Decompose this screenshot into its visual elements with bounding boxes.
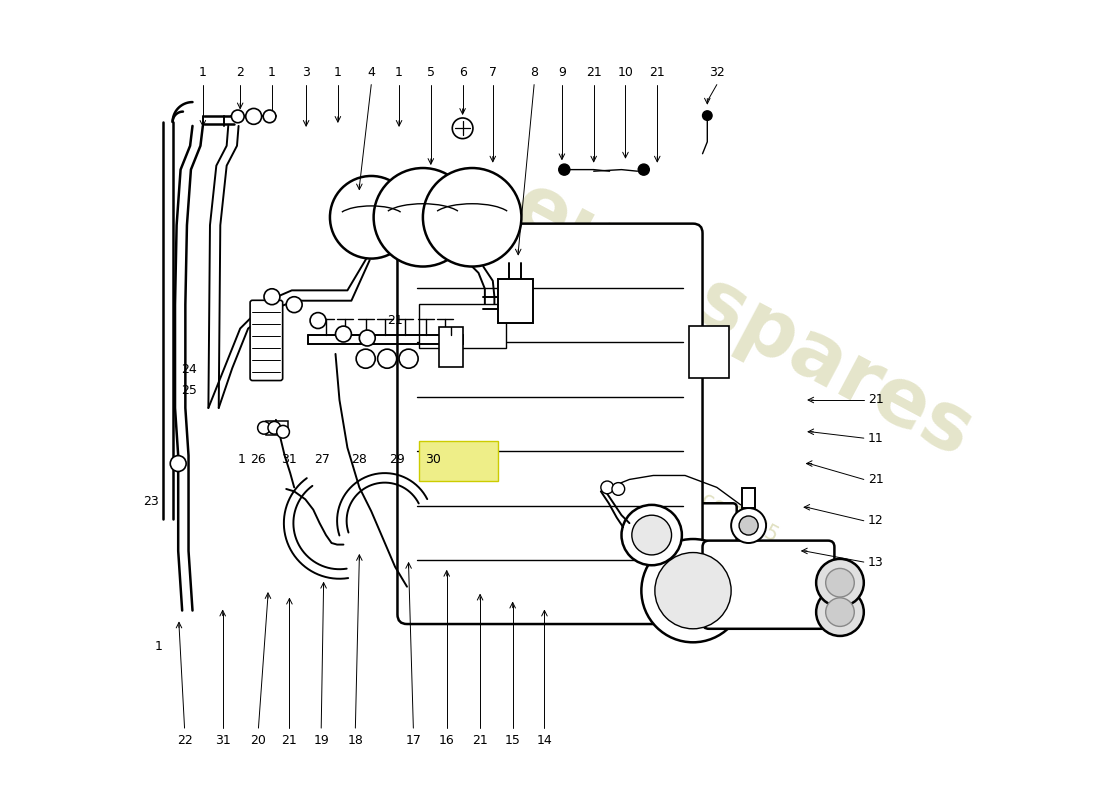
Circle shape bbox=[452, 118, 473, 138]
Text: 7: 7 bbox=[488, 66, 497, 79]
Circle shape bbox=[631, 515, 671, 555]
Text: 16: 16 bbox=[439, 734, 454, 746]
Text: 10: 10 bbox=[617, 66, 634, 79]
Circle shape bbox=[360, 330, 375, 346]
Circle shape bbox=[816, 559, 864, 606]
Text: 2: 2 bbox=[236, 66, 244, 79]
Text: 5: 5 bbox=[427, 66, 434, 79]
FancyBboxPatch shape bbox=[703, 541, 835, 629]
Text: 30: 30 bbox=[426, 453, 441, 466]
Text: 24: 24 bbox=[182, 363, 197, 376]
Circle shape bbox=[374, 168, 472, 266]
Circle shape bbox=[356, 349, 375, 368]
Circle shape bbox=[257, 422, 271, 434]
Bar bbox=[419, 304, 506, 347]
Text: a passion for parts since 1985: a passion for parts since 1985 bbox=[494, 381, 781, 546]
Circle shape bbox=[601, 481, 614, 494]
Text: 17: 17 bbox=[406, 734, 421, 746]
Circle shape bbox=[732, 508, 766, 543]
Text: 9: 9 bbox=[558, 66, 565, 79]
Text: 12: 12 bbox=[868, 514, 883, 527]
Text: eurospares: eurospares bbox=[499, 166, 986, 474]
Text: 1: 1 bbox=[199, 66, 207, 79]
Text: 21: 21 bbox=[649, 66, 666, 79]
Circle shape bbox=[263, 110, 276, 122]
Text: 4: 4 bbox=[367, 66, 375, 79]
Circle shape bbox=[559, 164, 570, 175]
Text: 1: 1 bbox=[238, 453, 245, 466]
Circle shape bbox=[231, 110, 244, 122]
FancyBboxPatch shape bbox=[649, 503, 737, 571]
Text: 11: 11 bbox=[868, 432, 883, 445]
Text: 21: 21 bbox=[472, 734, 488, 746]
Text: 3: 3 bbox=[302, 66, 310, 79]
Text: 19: 19 bbox=[314, 734, 329, 746]
Text: 31: 31 bbox=[214, 734, 231, 746]
Circle shape bbox=[245, 109, 262, 124]
Circle shape bbox=[264, 289, 279, 305]
Circle shape bbox=[826, 569, 855, 597]
Circle shape bbox=[268, 422, 280, 434]
Circle shape bbox=[377, 349, 397, 368]
Bar bbox=[689, 326, 728, 378]
Text: 31: 31 bbox=[282, 453, 297, 466]
Bar bbox=[265, 421, 288, 435]
FancyBboxPatch shape bbox=[250, 300, 283, 381]
Text: 6: 6 bbox=[459, 66, 466, 79]
Text: 27: 27 bbox=[315, 453, 330, 466]
Text: 1: 1 bbox=[268, 66, 276, 79]
Circle shape bbox=[816, 588, 864, 636]
Circle shape bbox=[621, 505, 682, 566]
Circle shape bbox=[330, 176, 412, 258]
Text: 1: 1 bbox=[154, 640, 163, 653]
Text: 15: 15 bbox=[505, 734, 520, 746]
Text: 21: 21 bbox=[868, 394, 883, 406]
Text: 21: 21 bbox=[868, 473, 883, 486]
Text: 18: 18 bbox=[348, 734, 363, 746]
Text: 21: 21 bbox=[387, 314, 403, 327]
Bar bbox=[419, 442, 498, 481]
Circle shape bbox=[277, 426, 289, 438]
Text: 20: 20 bbox=[251, 734, 266, 746]
Text: 1: 1 bbox=[334, 66, 342, 79]
Text: 28: 28 bbox=[351, 453, 367, 466]
Text: 29: 29 bbox=[388, 453, 405, 466]
Circle shape bbox=[703, 111, 712, 120]
Circle shape bbox=[826, 598, 855, 626]
Text: 32: 32 bbox=[710, 66, 725, 79]
Bar bbox=[439, 327, 463, 366]
Circle shape bbox=[170, 456, 186, 471]
Circle shape bbox=[654, 553, 732, 629]
Circle shape bbox=[641, 539, 745, 642]
Bar bbox=[742, 488, 755, 508]
Text: 14: 14 bbox=[537, 734, 552, 746]
Circle shape bbox=[422, 168, 521, 266]
Text: 26: 26 bbox=[250, 453, 265, 466]
Circle shape bbox=[286, 297, 302, 313]
Text: 25: 25 bbox=[182, 384, 197, 397]
Text: 23: 23 bbox=[143, 495, 160, 508]
Circle shape bbox=[638, 164, 649, 175]
Circle shape bbox=[310, 313, 326, 329]
Circle shape bbox=[739, 516, 758, 535]
FancyBboxPatch shape bbox=[397, 224, 703, 624]
Text: 21: 21 bbox=[282, 734, 297, 746]
Text: 1: 1 bbox=[395, 66, 403, 79]
Text: 21: 21 bbox=[586, 66, 602, 79]
Text: 8: 8 bbox=[530, 66, 538, 79]
Circle shape bbox=[336, 326, 351, 342]
Circle shape bbox=[399, 349, 418, 368]
Text: 13: 13 bbox=[868, 555, 883, 569]
Bar bbox=[497, 279, 532, 323]
Circle shape bbox=[612, 482, 625, 495]
Text: 22: 22 bbox=[177, 734, 192, 746]
